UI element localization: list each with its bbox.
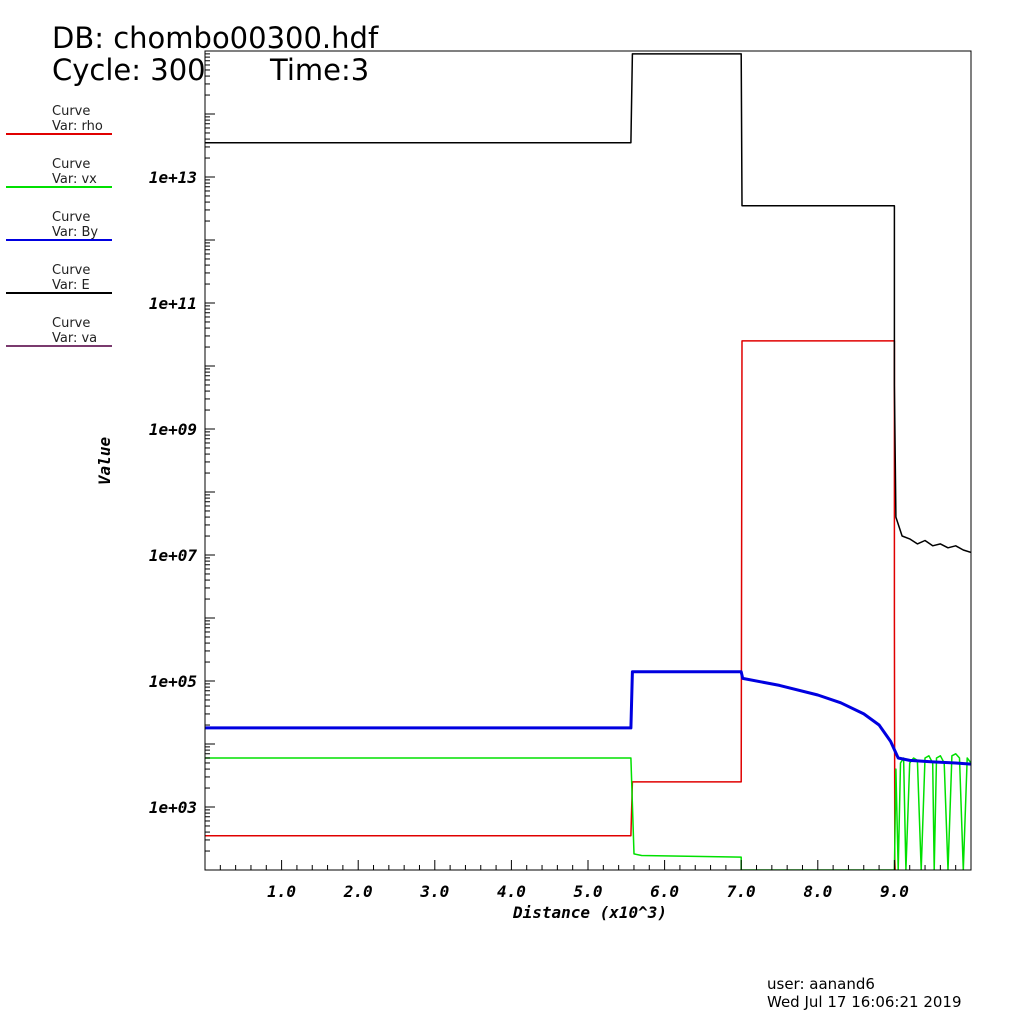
x-tick-label: 9.0 <box>880 882 909 901</box>
y-tick-label: 1e+11 <box>149 294 197 313</box>
x-tick-label: 2.0 <box>343 882 373 901</box>
legend-item-rho: Curve Var: rho <box>6 105 112 145</box>
legend-line1: Curve <box>52 104 91 119</box>
footer-user: user: aanand6 <box>767 975 875 993</box>
x-tick-label: 8.0 <box>803 882 832 901</box>
legend-line1: Curve <box>52 157 91 172</box>
series-line-e <box>205 53 971 554</box>
series-line-by <box>205 670 971 766</box>
y-axis-label: Value <box>95 437 114 486</box>
legend-swatch <box>6 239 112 241</box>
x-tick-label: 6.0 <box>650 882 679 901</box>
legend-var: Var: vx <box>52 172 97 187</box>
legend-item-e: Curve Var: E <box>6 264 112 304</box>
legend-item-vx: Curve Var: vx <box>6 158 112 198</box>
legend-item-va: Curve Var: va <box>6 317 112 357</box>
legend-var: Var: va <box>52 331 98 346</box>
footer-date: Wed Jul 17 16:06:21 2019 <box>767 993 962 1011</box>
y-tick-label: 1e+07 <box>149 546 198 565</box>
time-label: Time:3 <box>270 53 370 87</box>
legend-swatch <box>6 345 112 347</box>
legend-line1: Curve <box>52 316 91 331</box>
series-line-rho <box>205 340 896 870</box>
x-tick-label: 3.0 <box>419 882 449 901</box>
legend-var: Var: By <box>52 225 99 240</box>
legend-line1: Curve <box>52 210 91 225</box>
plot-frame <box>204 50 972 871</box>
y-tick-label: 1e+05 <box>149 672 197 691</box>
legend-line1: Curve <box>52 263 91 278</box>
plot-area <box>205 53 971 870</box>
legend-swatch <box>6 133 112 135</box>
y-tick-label: 1e+03 <box>149 798 197 817</box>
series-line-vx <box>205 753 971 870</box>
legend-swatch <box>6 186 112 188</box>
x-tick-label: 7.0 <box>727 882 756 901</box>
x-tick-label: 4.0 <box>497 882 526 901</box>
legend-var: Var: rho <box>52 119 103 134</box>
y-tick-label: 1e+13 <box>149 168 197 187</box>
x-axis-label: Distance (x10^3) <box>512 903 667 922</box>
x-tick-label: 1.0 <box>267 882 296 901</box>
database-title: DB: chombo00300.hdf <box>52 21 379 55</box>
legend-var: Var: E <box>52 278 90 293</box>
legend-item-by: Curve Var: By <box>6 211 112 251</box>
x-tick-label: 5.0 <box>574 882 603 901</box>
cycle-label: Cycle: 300 <box>52 53 206 87</box>
y-tick-label: 1e+09 <box>149 420 197 439</box>
legend-swatch <box>6 292 112 294</box>
